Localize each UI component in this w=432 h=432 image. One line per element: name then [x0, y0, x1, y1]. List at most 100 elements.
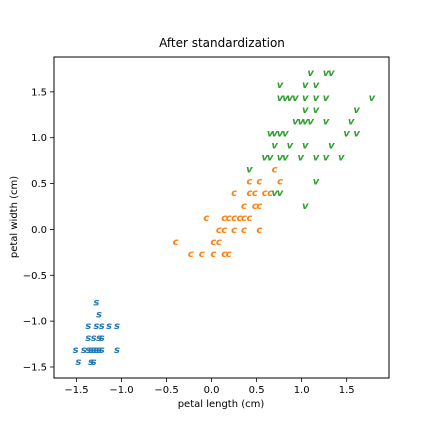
- plot-frame: [53, 56, 390, 379]
- data-point-s: s: [88, 345, 94, 356]
- data-point-c: c: [246, 213, 252, 224]
- data-point-v: v: [277, 152, 284, 163]
- data-point-v: v: [323, 152, 330, 163]
- data-point-v: v: [246, 164, 253, 175]
- data-point-v: v: [287, 93, 294, 104]
- data-point-s: s: [73, 345, 79, 356]
- x-tick-label: −1.5: [64, 385, 88, 396]
- x-axis-label: petal length (cm): [178, 399, 265, 410]
- data-point-v: v: [277, 93, 284, 104]
- data-point-s: s: [85, 345, 91, 356]
- data-point-c: c: [221, 213, 227, 224]
- data-point-c: c: [216, 225, 222, 236]
- data-point-c: c: [237, 213, 243, 224]
- data-point-s: s: [91, 345, 97, 356]
- data-point-c: c: [246, 176, 252, 187]
- data-point-v: v: [348, 117, 355, 128]
- data-point-c: c: [203, 213, 209, 224]
- data-point-s: s: [85, 321, 91, 332]
- data-point-s: s: [106, 321, 112, 332]
- data-point-v: v: [328, 141, 335, 152]
- data-point-c: c: [216, 237, 222, 248]
- data-point-c: c: [252, 201, 258, 212]
- data-point-c: c: [246, 188, 252, 199]
- data-point-v: v: [307, 117, 314, 128]
- data-point-v: v: [338, 152, 345, 163]
- data-point-v: v: [282, 93, 289, 104]
- x-tick-label: 0.0: [204, 385, 220, 396]
- data-point-c: c: [256, 201, 262, 212]
- data-point-s: s: [114, 345, 120, 356]
- data-point-v: v: [267, 129, 274, 140]
- data-point-c: c: [256, 225, 262, 236]
- data-point-v: v: [328, 68, 335, 79]
- data-point-c: c: [241, 225, 247, 236]
- data-point-v: v: [323, 68, 330, 79]
- data-point-v: v: [302, 117, 309, 128]
- data-point-v: v: [277, 188, 284, 199]
- x-tick-label: 1.5: [339, 385, 355, 396]
- data-point-c: c: [231, 225, 237, 236]
- data-point-s: s: [96, 345, 102, 356]
- data-point-v: v: [313, 152, 320, 163]
- data-point-v: v: [271, 141, 278, 152]
- data-point-c: c: [221, 225, 227, 236]
- x-tick-label: 0.5: [249, 385, 265, 396]
- data-point-v: v: [292, 93, 299, 104]
- data-point-s: s: [85, 333, 91, 344]
- y-tick-label: −0.5: [23, 271, 47, 282]
- data-point-v: v: [261, 152, 268, 163]
- data-point-c: c: [267, 188, 273, 199]
- data-point-s: s: [75, 357, 81, 368]
- y-tick-label: −1.5: [23, 362, 47, 373]
- data-point-s: s: [114, 321, 120, 332]
- data-point-s: s: [96, 333, 102, 344]
- data-point-s: s: [91, 333, 97, 344]
- data-point-v: v: [343, 129, 350, 140]
- data-point-v: v: [323, 117, 330, 128]
- data-point-v: v: [271, 188, 278, 199]
- y-tick-label: 1.0: [31, 133, 47, 144]
- data-point-s: s: [96, 309, 102, 320]
- data-point-v: v: [302, 93, 309, 104]
- data-point-c: c: [256, 176, 262, 187]
- data-point-c: c: [210, 237, 216, 248]
- x-tick-label: −0.5: [154, 385, 178, 396]
- data-point-v: v: [297, 117, 304, 128]
- data-point-v: v: [307, 68, 314, 79]
- y-tick-label: 0.5: [31, 179, 47, 190]
- data-point-s: s: [91, 357, 97, 368]
- data-point-c: c: [231, 213, 237, 224]
- data-point-v: v: [302, 105, 309, 116]
- chart-title: After standardization: [159, 36, 285, 50]
- x-tick-label: 1.0: [294, 385, 310, 396]
- data-point-c: c: [252, 188, 258, 199]
- data-point-c: c: [231, 188, 237, 199]
- data-point-v: v: [313, 93, 320, 104]
- data-point-c: c: [188, 249, 194, 260]
- data-point-v: v: [313, 105, 320, 116]
- data-point-v: v: [297, 152, 304, 163]
- data-point-s: s: [93, 297, 99, 308]
- data-point-c: c: [221, 249, 227, 260]
- data-point-v: v: [282, 152, 289, 163]
- data-point-c: c: [262, 188, 268, 199]
- data-point-s: s: [99, 321, 105, 332]
- data-point-v: v: [292, 117, 299, 128]
- data-point-v: v: [302, 141, 309, 152]
- data-point-c: c: [210, 249, 216, 260]
- data-point-v: v: [287, 141, 294, 152]
- data-point-c: c: [199, 249, 205, 260]
- data-point-s: s: [93, 321, 99, 332]
- data-point-c: c: [173, 237, 179, 248]
- data-point-c: c: [277, 176, 283, 187]
- data-point-c: c: [226, 249, 232, 260]
- data-point-v: v: [353, 129, 360, 140]
- data-point-v: v: [369, 93, 376, 104]
- y-tick-label: −1.0: [23, 317, 47, 328]
- data-point-v: v: [302, 201, 309, 212]
- data-point-v: v: [353, 105, 360, 116]
